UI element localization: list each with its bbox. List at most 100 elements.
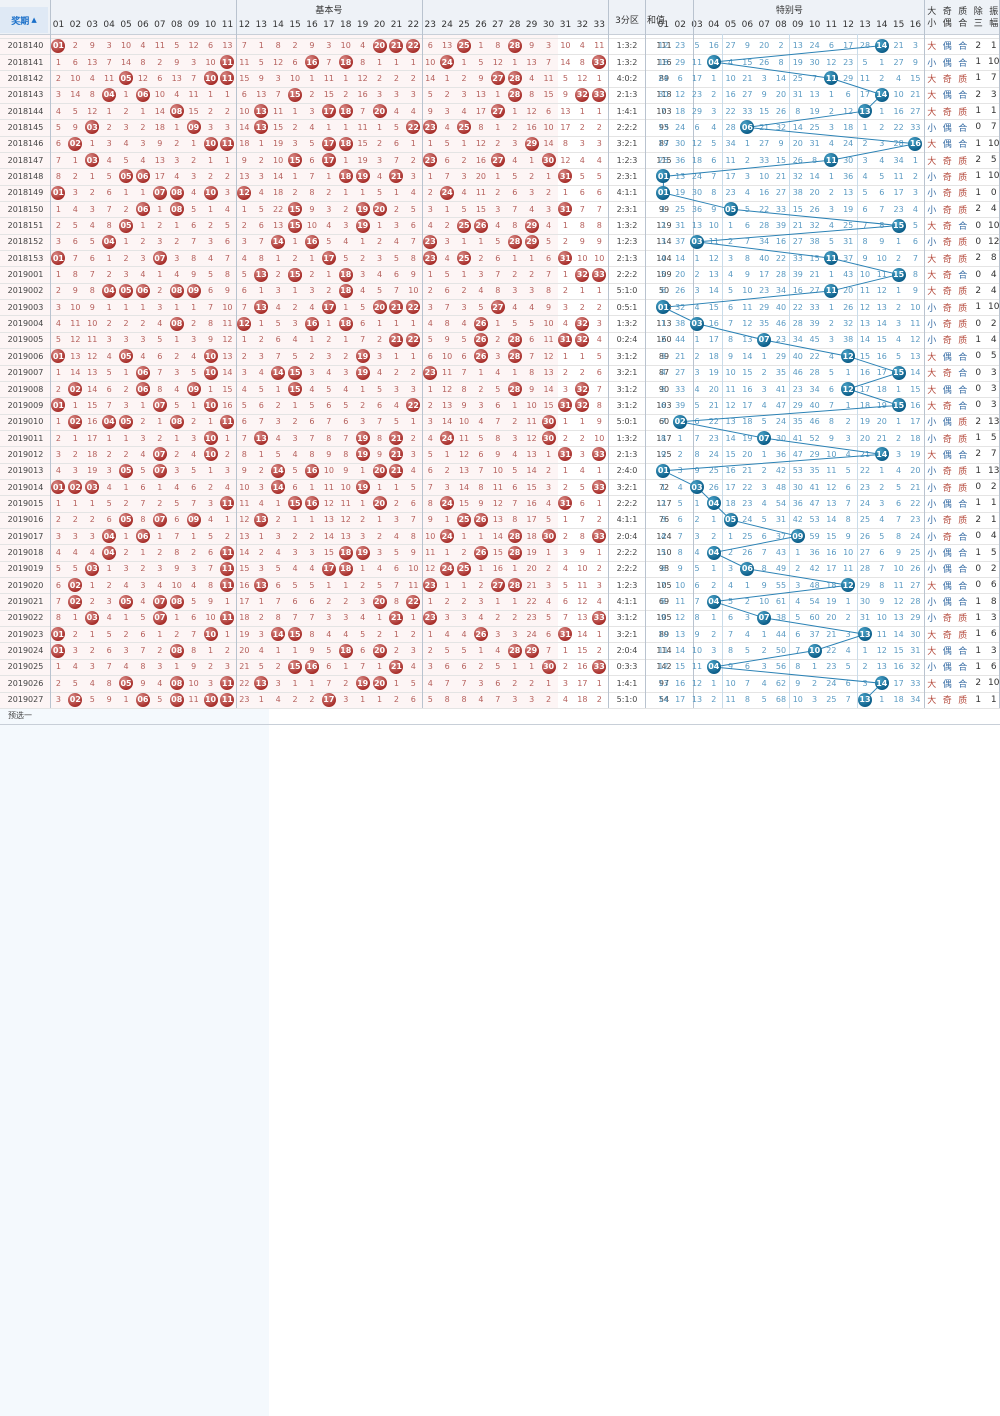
omission-count: 4: [275, 433, 281, 443]
omission-count: 13: [526, 57, 537, 67]
special-omission-count: 35: [759, 319, 770, 329]
special-omission-count: 2: [912, 171, 918, 181]
basic-number-ball: 32: [575, 316, 590, 331]
omission-count: 7: [258, 417, 264, 427]
attr-cell-2: 合: [958, 401, 968, 412]
basic-number-ball: 21: [389, 659, 404, 674]
attr-cell-4: 0: [990, 187, 997, 198]
omission-count: 20: [526, 564, 537, 574]
special-omission-count: 10: [859, 270, 871, 280]
special-omission-count: 7: [879, 564, 885, 574]
attr-cell-4: 8: [990, 253, 997, 264]
special-omission-count: 39: [809, 319, 820, 329]
omission-count: 11: [70, 319, 81, 329]
period-cell: 2019023: [7, 629, 44, 639]
basic-number-ball: 02: [68, 594, 83, 609]
omission-count: 2: [326, 597, 332, 607]
special-omission-count: 1: [711, 564, 717, 574]
omission-count: 13: [222, 41, 233, 51]
special-omission-count: 13: [675, 171, 686, 181]
basic-col-6: 06: [137, 20, 149, 30]
special-omission-count: 30: [843, 155, 854, 165]
special-omission-count: 16: [893, 662, 904, 672]
omission-count: 6: [495, 253, 501, 263]
omission-count: 5: [275, 319, 281, 329]
basic-number-ball: 25: [457, 120, 472, 135]
omission-count: 1: [376, 319, 383, 329]
zone-ratio-cell: 2:2:2: [616, 548, 638, 558]
special-omission-count: 15: [910, 73, 921, 83]
omission-count: 1: [376, 122, 383, 132]
basic-number-ball: 31: [558, 332, 573, 347]
omission-count: 1: [562, 188, 568, 198]
special-omission-count: 1: [845, 400, 851, 410]
basic-number-ball: 21: [389, 447, 404, 462]
basic-number-ball: 04: [102, 545, 117, 560]
basic-number-ball: 14: [271, 234, 286, 249]
special-omission-count: 19: [809, 106, 820, 116]
basic-number-ball: 07: [152, 251, 167, 266]
attr-cell-1: 奇: [942, 320, 952, 331]
omission-count: 11: [239, 498, 250, 508]
zone-ratio-cell: 3:2:1: [616, 482, 638, 492]
special-omission-count: 4: [879, 155, 885, 165]
special-omission-count: 10: [675, 580, 686, 590]
sum-cell: 89: [658, 351, 670, 361]
special-omission-count: 2: [660, 221, 666, 231]
basic-col-8: 08: [171, 20, 183, 30]
special-omission-count: 25: [809, 122, 820, 132]
omission-count: 7: [89, 270, 95, 280]
omission-count: 6: [309, 597, 315, 607]
omission-count: 5: [123, 155, 129, 165]
basic-number-ball: 04: [102, 529, 117, 544]
special-omission-count: 27: [910, 106, 921, 116]
omission-count: 1: [393, 351, 399, 361]
omission-count: 13: [340, 531, 351, 541]
omission-count: 12: [70, 335, 81, 345]
attr-cell-0: 小: [927, 549, 937, 560]
special-omission-count: 1: [711, 515, 717, 525]
special-omission-count: 16: [759, 188, 770, 198]
sort-asc-icon[interactable]: ▲: [31, 16, 37, 24]
omission-count: 8: [72, 270, 78, 280]
basic-number-ball: 02: [68, 382, 83, 397]
omission-count: 15: [543, 400, 554, 410]
special-omission-count: 21: [759, 122, 770, 132]
omission-count: 6: [326, 400, 332, 410]
attr-cell-1: 偶: [942, 418, 952, 429]
basic-col-24: 24: [441, 20, 453, 30]
special-omission-count: 48: [809, 580, 820, 590]
omission-count: 1: [55, 204, 61, 214]
special-col-11: 11: [825, 20, 838, 30]
special-omission-count: 38: [775, 613, 787, 623]
omission-count: 4: [89, 678, 95, 688]
special-omission-count: 10: [843, 548, 854, 558]
attr-cell-1: 偶: [942, 91, 952, 102]
basic-number-ball: 27: [490, 104, 505, 119]
omission-count: 3: [326, 41, 332, 51]
omission-count: 9: [241, 466, 247, 476]
omission-count: 18: [273, 188, 284, 198]
attr-cell-1: 奇: [942, 107, 952, 118]
special-omission-count: 5: [896, 482, 902, 492]
omission-count: 4: [376, 171, 383, 181]
special-omission-count: 22: [708, 417, 719, 427]
omission-count: 5: [461, 204, 467, 214]
omission-count: 3: [545, 41, 552, 51]
predict-row-label[interactable]: 预选一: [8, 711, 32, 721]
omission-count: 1: [224, 155, 230, 165]
sort-period-button[interactable]: 奖期 ▲: [0, 7, 48, 33]
omission-count: 3: [106, 597, 112, 607]
omission-count: 1: [343, 155, 349, 165]
special-omission-count: 59: [809, 531, 820, 541]
special-omission-count: 3: [694, 531, 700, 541]
special-omission-count: 4: [694, 548, 700, 558]
special-omission-count: 5: [694, 41, 700, 51]
omission-count: 1: [55, 368, 61, 378]
special-omission-count: 13: [658, 122, 669, 132]
omission-count: 3: [241, 368, 247, 378]
special-omission-count: 3: [660, 515, 666, 525]
omission-count: 4: [427, 221, 433, 231]
omission-count: 4: [545, 498, 552, 508]
special-omission-count: 18: [742, 417, 753, 427]
